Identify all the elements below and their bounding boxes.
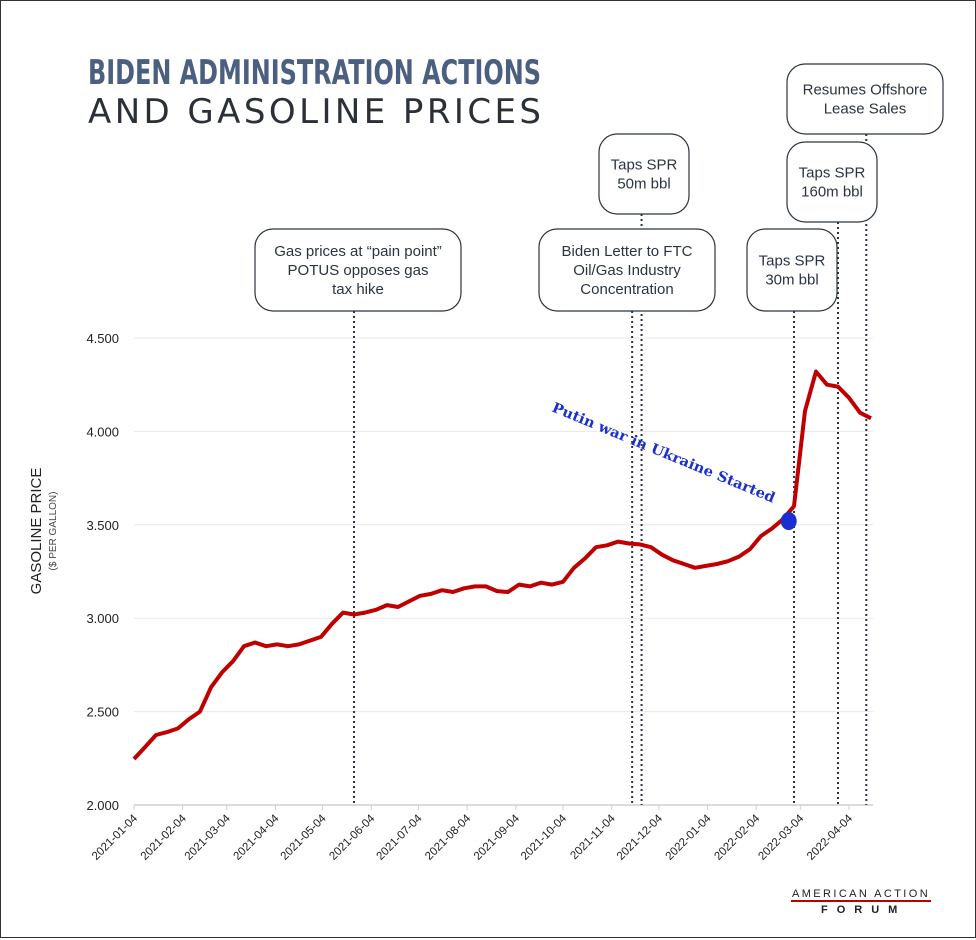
title-line-2: AND GASOLINE PRICES (88, 92, 541, 132)
event-callout-text: POTUS opposes gas (288, 262, 429, 279)
x-tick-label: 2022-03-04 (756, 812, 807, 863)
event-callout-text: Gas prices at “pain point” (274, 243, 442, 260)
x-tick-label: 2021-12-04 (615, 812, 666, 863)
event-callout: Biden Letter to FTC Oil/Gas Industry Conce… (538, 228, 716, 312)
event-callout-box (786, 141, 878, 223)
war-annotation: Putin war in Ukraine Started (549, 400, 797, 531)
y-tick-label: 2.000 (86, 798, 119, 813)
event-callout-box (746, 228, 838, 312)
y-tick-label: 4.500 (86, 331, 119, 346)
event-callout-text: Taps SPR (759, 253, 826, 270)
logo-rule (791, 900, 931, 902)
event-callout-box (538, 228, 716, 312)
event-callout-box (786, 63, 944, 135)
event-callout-text: 30m bbl (765, 272, 818, 289)
x-tick-label: 2022-01-04 (664, 812, 715, 863)
x-tick-label: 2021-10-04 (519, 812, 570, 863)
y-axis: 2.000 2.500 3.000 3.500 4.000 4.500 (86, 331, 119, 813)
x-tick-label: 2021-02-04 (139, 812, 190, 863)
x-tick-label: 2021-03-04 (183, 812, 234, 863)
x-tick-label: 2021-06-04 (327, 812, 378, 863)
x-tick-label: 2021-08-04 (423, 812, 474, 863)
aaf-logo: AMERICAN ACTION FORUM (791, 888, 931, 916)
y-axis-sublabel: ($ PER GALLON) (48, 492, 59, 571)
x-axis: 2021-01-042021-02-042021-03-042021-04-04… (90, 805, 856, 863)
x-tick-label: 2021-04-04 (231, 812, 282, 863)
event-callout-text: 50m bbl (617, 176, 670, 193)
event-callout-box (254, 228, 462, 312)
event-callout: Taps SPR 50m bbl (598, 133, 690, 215)
y-tick-label: 3.500 (86, 518, 119, 533)
y-tick-label: 3.000 (86, 611, 119, 626)
event-callout: Taps SPR 30m bbl (746, 228, 838, 312)
event-callout: Gas prices at “pain point” POTUS opposes … (254, 228, 462, 312)
war-marker (780, 512, 797, 531)
event-callout: Taps SPR 160m bbl (786, 141, 878, 223)
y-tick-label: 2.500 (86, 705, 119, 720)
x-tick-label: 2021-07-04 (374, 812, 425, 863)
x-tick-label: 2021-01-04 (90, 812, 141, 863)
event-callout-text: Resumes Offshore (803, 82, 928, 99)
title-line-1: BIDEN ADMINISTRATION ACTIONS (88, 53, 541, 93)
event-callout-text: Taps SPR (611, 157, 678, 174)
event-callout-text: Lease Sales (824, 101, 907, 118)
event-annotations: Gas prices at “pain point” POTUS opposes … (254, 63, 944, 805)
y-axis-label: GASOLINE PRICE (28, 468, 45, 595)
event-callout-text: Concentration (580, 281, 673, 298)
x-tick-label: 2022-02-04 (712, 812, 763, 863)
x-tick-label: 2021-11-04 (568, 812, 618, 862)
y-tick-label: 4.000 (86, 424, 119, 439)
event-callout-text: tax hike (332, 281, 384, 298)
logo-line-1: AMERICAN ACTION (792, 888, 930, 900)
event-callout-box (598, 133, 690, 215)
x-tick-label: 2021-09-04 (472, 812, 523, 863)
gridlines (134, 337, 873, 806)
event-callout-text: 160m bbl (801, 184, 863, 201)
event-callout-text: Biden Letter to FTC (562, 243, 693, 260)
event-callout-text: Taps SPR (799, 165, 866, 182)
y-axis-title: GASOLINE PRICE ($ PER GALLON) (28, 468, 59, 595)
logo-line-2: FORUM (821, 904, 906, 916)
event-callout-text: Oil/Gas Industry (573, 262, 681, 279)
x-tick-label: 2022-04-04 (805, 812, 856, 863)
event-callout: Resumes Offshore Lease Sales (786, 63, 944, 135)
price-line (132, 369, 872, 761)
war-annotation-text: Putin war in Ukraine Started (549, 400, 777, 507)
x-tick-label: 2021-05-04 (279, 812, 330, 863)
